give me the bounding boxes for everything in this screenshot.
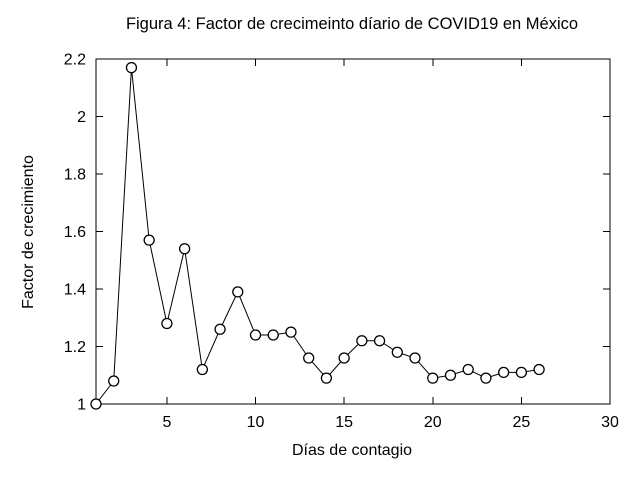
data-point-marker	[249, 329, 262, 341]
y-tick-label: 2.2	[64, 52, 86, 69]
x-tick-label: 5	[162, 414, 171, 431]
x-tick-label: 30	[601, 414, 619, 431]
data-point-marker	[498, 366, 510, 379]
data-point-marker	[90, 398, 102, 410]
data-point-marker	[178, 243, 191, 255]
data-point-marker	[462, 363, 474, 376]
data-point-marker	[515, 366, 528, 379]
y-tick-label: 1.2	[64, 339, 86, 356]
data-point-marker	[108, 375, 120, 387]
series-line	[95, 67, 540, 405]
data-point-marker	[320, 372, 333, 384]
data-point-marker	[373, 335, 386, 347]
data-point-marker	[356, 335, 368, 347]
data-point-marker	[125, 61, 138, 74]
x-tick-label: 20	[424, 414, 442, 431]
data-point-marker	[267, 329, 279, 341]
data-point-marker	[409, 352, 421, 364]
plot-area: 5 10 15 20 25 30 1 1.2 1.4 1.6 1.8 2 2.2	[64, 52, 619, 432]
plot-border	[95, 58, 611, 405]
data-point-marker	[427, 372, 439, 384]
y-tick-label: 1.6	[64, 224, 86, 241]
x-tick-label: 25	[512, 414, 530, 431]
x-tick-label: 10	[247, 414, 265, 431]
chart-title: Figura 4: Factor de crecimeinto díario d…	[126, 15, 578, 33]
data-point-marker	[214, 323, 226, 335]
data-point-marker	[232, 286, 244, 298]
data-point-marker	[338, 352, 350, 364]
data-point-marker	[444, 369, 457, 381]
data-point-marker	[161, 317, 173, 330]
data-point-marker	[303, 352, 315, 364]
y-tick-label: 1.4	[64, 282, 86, 299]
y-tick-label: 1.8	[64, 167, 86, 184]
y-tick-label: 2	[77, 109, 86, 126]
y-axis-label: Factor de crecimiento	[20, 155, 37, 309]
data-point-marker	[143, 234, 155, 246]
data-point-marker	[480, 372, 492, 384]
x-axis-label: Días de contagio	[292, 442, 412, 459]
data-point-marker	[391, 346, 403, 358]
data-point-marker	[196, 363, 208, 376]
x-tick-label: 15	[335, 414, 353, 431]
data-point-marker	[285, 326, 297, 338]
data-point-marker	[533, 363, 545, 376]
y-tick-label: 1	[77, 397, 86, 414]
